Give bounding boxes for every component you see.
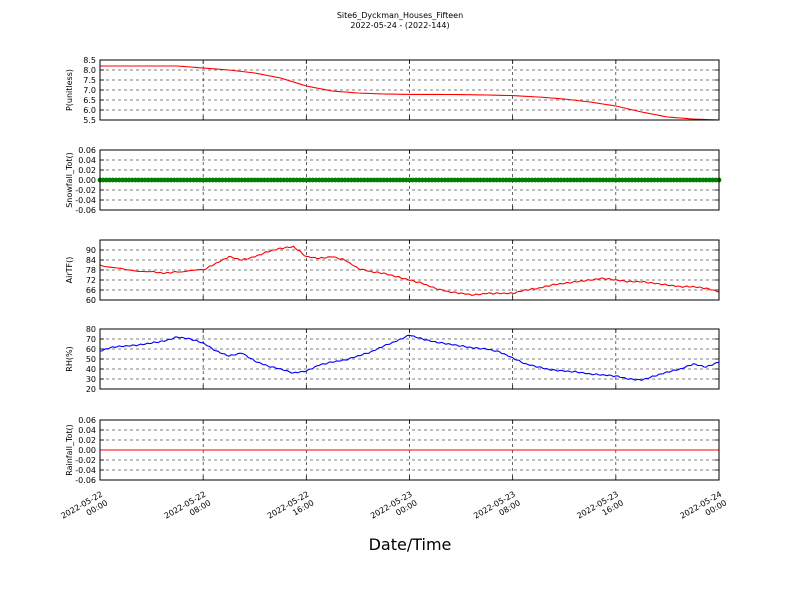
y-tick-label: 84: [86, 256, 96, 265]
y-tick-label: 60: [86, 296, 96, 305]
y-tick-label: 40: [86, 365, 96, 374]
series-markers: [97, 177, 722, 183]
y-tick-label: 5.5: [83, 116, 96, 125]
y-axis-label: Rainfall_Tot(): [65, 424, 74, 476]
y-tick-label: 0.02: [78, 436, 96, 445]
axes-frame: [99, 419, 720, 481]
y-tick-label: -0.02: [75, 186, 96, 195]
y-tick-label: 0.04: [78, 426, 96, 435]
y-tick-label: 0.00: [78, 446, 96, 455]
y-axis-label: RH(%): [65, 346, 74, 371]
panel-4: -0.06-0.04-0.020.000.020.040.06 Rainfall_…: [65, 416, 720, 485]
axes-frame: [99, 149, 720, 211]
y-tick-label: 0.06: [78, 416, 96, 425]
series-line: [100, 65, 720, 121]
axes-frame: [99, 59, 720, 121]
panel-1: -0.06-0.04-0.020.000.020.040.06 Snowfall_…: [65, 146, 722, 215]
y-tick-label: 0.04: [78, 156, 96, 165]
y-tick-label: -0.06: [75, 206, 96, 215]
y-tick-label: 72: [86, 276, 96, 285]
axes-frame: [99, 239, 720, 301]
panels: 5.56.06.57.07.58.08.5P(unitless)-0.06-0.…: [65, 56, 722, 485]
y-tick-label: 60: [86, 345, 96, 354]
y-axis-label: P(unitless): [65, 69, 74, 111]
y-axis-label: AirTF(): [65, 257, 74, 284]
y-tick-label: -0.02: [75, 456, 96, 465]
y-tick-label: 50: [86, 355, 96, 364]
y-tick-label: 6.0: [83, 106, 96, 115]
y-tick-label: -0.06: [75, 476, 96, 485]
y-tick-label: 7.5: [83, 76, 96, 85]
figure-title: Site6_Dyckman_Houses_Fifteen: [337, 11, 463, 20]
y-tick-label: 0.06: [78, 146, 96, 155]
figure-subtitle: 2022-05-24 - (2022-144): [350, 21, 449, 30]
axes-frame: [99, 328, 720, 390]
y-tick-label: 90: [86, 246, 96, 255]
y-axis-label: Snowfall_Tot(): [65, 152, 74, 208]
x-axis-label: Date/Time: [369, 535, 452, 554]
series-line: [100, 334, 720, 382]
series-line: [99, 245, 720, 296]
y-tick-label: 30: [86, 375, 96, 384]
panel-0: 5.56.06.57.07.58.08.5 P(unitless): [65, 56, 720, 125]
y-tick-label: 80: [86, 325, 96, 334]
y-tick-label: 20: [86, 385, 96, 394]
y-tick-label: 8.5: [83, 56, 96, 65]
y-tick-label: 78: [86, 266, 96, 275]
y-tick-label: 6.5: [83, 96, 96, 105]
y-tick-label: 7.0: [83, 86, 96, 95]
y-tick-label: 70: [86, 335, 96, 344]
y-tick-label: 0.02: [78, 166, 96, 175]
y-tick-label: 0.00: [78, 176, 96, 185]
y-tick-label: 8.0: [83, 66, 96, 75]
y-tick-label: -0.04: [75, 466, 96, 475]
y-tick-label: 66: [86, 286, 96, 295]
y-tick-label: -0.04: [75, 196, 96, 205]
